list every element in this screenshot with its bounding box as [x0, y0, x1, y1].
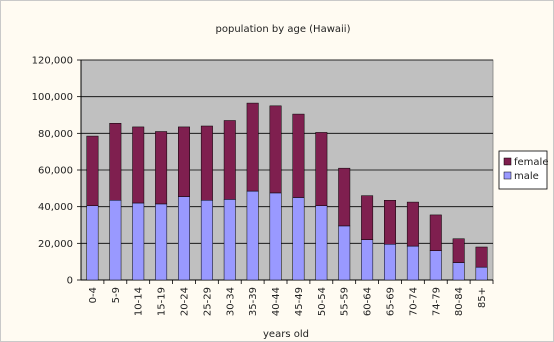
y-tick-label: 60,000: [38, 166, 73, 177]
bar-female: [384, 200, 396, 245]
bar-male: [406, 245, 419, 281]
bar-male: [109, 200, 122, 281]
bar-female: [86, 135, 99, 206]
y-tick-label: 20,000: [38, 239, 73, 250]
bar-female: [406, 201, 419, 247]
x-tick-label: 30-34: [225, 287, 236, 316]
x-tick-label: 20-24: [180, 287, 191, 316]
plot-area: 0 20,000 40,000 60,000 80,000 100,000 120,000 0…: [32, 56, 494, 316]
bar-female: [475, 246, 488, 268]
bar-female: [452, 238, 465, 263]
y-tick-label: 40,000: [38, 202, 73, 213]
y-tick-label: 120,000: [32, 56, 73, 67]
bar-male: [200, 200, 213, 281]
chart-title: population by age (Hawaii): [216, 24, 351, 35]
legend-label-male: male: [514, 171, 539, 182]
bar-female: [246, 102, 259, 192]
bar-female: [315, 132, 328, 207]
bar-female: [269, 105, 282, 194]
bar-female: [109, 123, 122, 201]
bar-male: [155, 203, 168, 281]
x-tick-label: 5-9: [111, 287, 122, 303]
x-tick-label: 15-19: [157, 287, 168, 316]
bar-male: [269, 192, 282, 281]
legend-box: [498, 150, 548, 190]
bar-female: [155, 131, 168, 205]
bar-male: [86, 205, 99, 281]
x-tick-label: 55-59: [340, 287, 351, 316]
bar-female: [361, 195, 374, 240]
x-tick-label: 0-4: [88, 287, 99, 303]
bar-male: [429, 250, 442, 281]
legend: female male: [498, 150, 548, 190]
legend-swatch-male: [503, 171, 512, 180]
y-tick-label: 80,000: [38, 129, 73, 140]
legend-label-female: female: [514, 157, 548, 168]
bar-female: [132, 126, 145, 204]
y-tick-label: 0: [67, 276, 73, 287]
x-tick-label: 50-54: [317, 287, 328, 316]
bar-male: [223, 199, 236, 281]
x-tick-label: 70-74: [408, 287, 419, 316]
bar-male: [475, 266, 488, 281]
bar-male: [292, 197, 305, 281]
bar-male: [361, 239, 374, 281]
x-tick-label: 74-79: [431, 287, 442, 316]
x-tick-label: 25-29: [202, 287, 213, 316]
y-tick-label: 100,000: [32, 92, 73, 103]
bar-male: [132, 202, 145, 281]
x-tick-label: 65-69: [386, 287, 397, 316]
legend-swatch-female: [503, 157, 512, 166]
x-tick-label: 10-14: [134, 287, 145, 316]
bar-male: [246, 190, 259, 281]
bar-female: [178, 126, 190, 197]
x-tick-label: 40-44: [271, 287, 282, 316]
x-tick-label: 35-39: [248, 287, 259, 316]
bar-female: [200, 125, 213, 201]
bar-female: [292, 113, 305, 198]
bar-male: [178, 196, 190, 281]
bar-male: [315, 205, 328, 281]
bar-female: [338, 167, 351, 227]
bar-male: [384, 244, 396, 281]
x-tick-label: 85+: [477, 287, 488, 308]
bar-male: [452, 262, 465, 281]
bar-male: [338, 225, 351, 281]
bar-female: [223, 120, 236, 200]
x-tick-label: 45-49: [294, 287, 305, 316]
x-tick-label: 60-64: [363, 287, 374, 316]
x-axis-label: years old: [263, 329, 309, 340]
bar-female: [429, 214, 442, 251]
x-tick-label: 80-84: [454, 287, 465, 316]
